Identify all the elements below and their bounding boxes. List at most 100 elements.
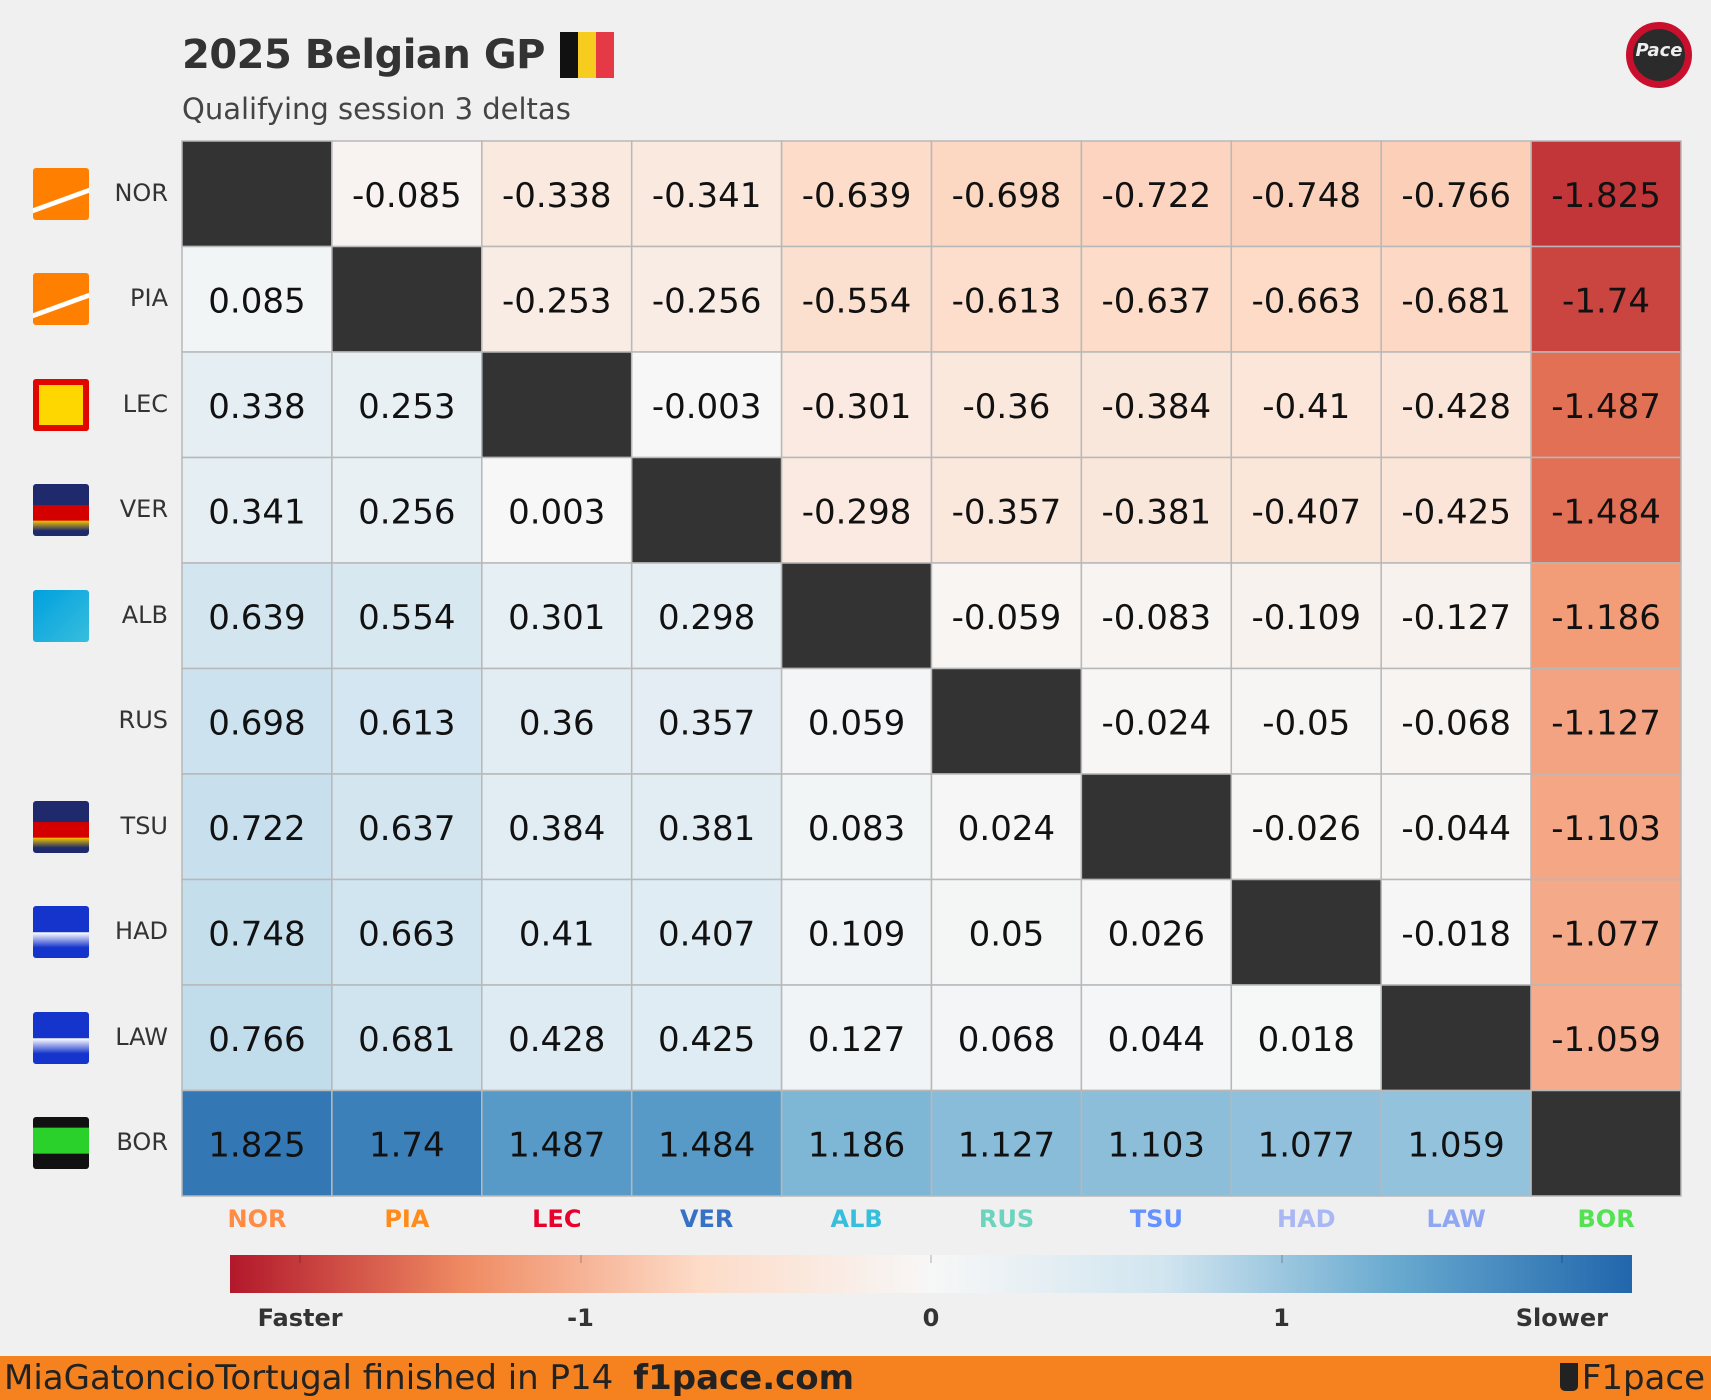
diagonal-cell — [1230, 878, 1382, 986]
row-label: RUS — [118, 706, 168, 735]
cell-value-label: 0.253 — [358, 387, 455, 427]
heatmap-cell — [1530, 456, 1682, 564]
diagonal-cell — [930, 667, 1083, 775]
cell-value-label: 0.698 — [208, 703, 305, 743]
diagonal-cell — [1380, 984, 1532, 1092]
cell-value-label: -1.186 — [1551, 598, 1661, 638]
heatmap-cell — [1080, 562, 1233, 670]
cell-value-label: -0.384 — [1102, 387, 1212, 427]
cell-value-label: 0.024 — [958, 809, 1055, 849]
heatmap-cell — [1230, 456, 1382, 564]
cell-value-label: 0.748 — [208, 914, 305, 954]
cell-value-label: 1.74 — [369, 1125, 445, 1165]
row-label: PIA — [130, 284, 168, 313]
column-label: RUS — [978, 1205, 1035, 1233]
cell-value-label: 0.127 — [808, 1020, 905, 1060]
heatmap-cell — [930, 984, 1083, 1092]
cell-value-label: -0.298 — [802, 492, 912, 532]
column-label: ALB — [830, 1205, 883, 1233]
cell-value-label: 0.05 — [969, 914, 1045, 954]
racing-bulls-icon — [33, 1011, 89, 1064]
cell-value-label: 1.825 — [208, 1125, 305, 1165]
cell-value-label: -0.663 — [1251, 281, 1361, 321]
cell-value-label: -0.024 — [1102, 703, 1212, 743]
heatmap-cell — [1230, 667, 1382, 775]
column-label: PIA — [384, 1205, 430, 1233]
heatmap-cell — [481, 562, 633, 670]
heatmap-cell — [331, 667, 483, 775]
cell-value-label: -1.103 — [1551, 809, 1661, 849]
heatmap-cell — [331, 140, 483, 248]
cell-value-label: -0.637 — [1102, 281, 1212, 321]
cell-value-label: -0.05 — [1262, 703, 1350, 743]
cell-value-label: 0.026 — [1108, 914, 1205, 954]
row-label: VER — [119, 495, 168, 524]
chart-subtitle: Qualifying session 3 deltas — [182, 92, 571, 126]
footer-bar: MiaGatoncioTortugal finished in P14 f1pac… — [0, 1356, 1711, 1400]
cell-value-label: 0.384 — [508, 809, 605, 849]
heatmap-cell — [1080, 1089, 1233, 1197]
heatmap-cell — [630, 351, 783, 459]
heatmap-cell — [1380, 562, 1532, 670]
column-label: BOR — [1577, 1205, 1635, 1233]
cell-value-label: 1.484 — [658, 1125, 755, 1165]
cell-value-label: -0.059 — [952, 598, 1062, 638]
heatmap-cell — [1530, 878, 1682, 986]
heatmap-cell — [481, 878, 633, 986]
footer-site: f1pace.com — [633, 1358, 855, 1398]
footer-brand-text: F1pace — [1581, 1358, 1705, 1398]
heatmap-cell — [181, 351, 333, 459]
sauber-icon — [33, 1117, 89, 1170]
heatmap-cell — [1230, 245, 1382, 353]
heatmap-cell — [1230, 562, 1382, 670]
colorbar — [230, 1255, 1632, 1293]
flag-stripe-yellow — [578, 32, 597, 78]
cell-value-label: 0.059 — [808, 703, 905, 743]
cell-value-label: 0.407 — [658, 914, 755, 954]
cell-value-label: 0.109 — [808, 914, 905, 954]
cell-value-label: 0.36 — [519, 703, 595, 743]
heatmap-cell — [1230, 984, 1382, 1092]
heatmap-cell — [481, 456, 633, 564]
cell-value-label: -1.74 — [1562, 281, 1650, 321]
heatmap-cell — [1080, 667, 1233, 775]
mercedes-icon — [33, 695, 89, 747]
cell-value-label: 0.256 — [358, 492, 455, 532]
cell-value-label: -0.613 — [952, 281, 1062, 321]
column-label: LAW — [1426, 1205, 1486, 1233]
cell-value-label: -0.083 — [1102, 598, 1212, 638]
f1pace-logo: Pace — [1626, 22, 1692, 88]
cell-value-label: -0.044 — [1401, 809, 1511, 849]
cell-value-label: -0.381 — [1102, 492, 1212, 532]
heatmap-cell — [331, 984, 483, 1092]
cell-value-label: 1.103 — [1108, 1125, 1205, 1165]
colorbar-tick-label: 0 — [922, 1304, 940, 1332]
heatmap-cell — [331, 773, 483, 881]
cell-value-label: 0.428 — [508, 1020, 605, 1060]
cell-value-label: 0.085 — [208, 281, 305, 321]
heatmap-cell — [1080, 984, 1233, 1092]
row-label: BOR — [116, 1128, 168, 1157]
column-label: NOR — [227, 1205, 287, 1233]
cell-value-label: 0.003 — [508, 492, 605, 532]
heatmap-cell — [1530, 773, 1682, 881]
heatmap-cell — [481, 140, 633, 248]
logo-text: Pace — [1635, 40, 1683, 61]
cell-value-label: 1.077 — [1258, 1125, 1355, 1165]
cell-value-label: 0.044 — [1108, 1020, 1205, 1060]
colorbar-tick-mark — [930, 1255, 932, 1263]
heatmap-cell — [181, 245, 333, 353]
cell-value-label: 0.298 — [658, 598, 755, 638]
cell-value-label: -0.003 — [652, 387, 762, 427]
heatmap-cell — [1380, 773, 1532, 881]
flag-stripe-red — [596, 32, 615, 78]
cell-value-label: 0.357 — [658, 703, 755, 743]
cell-value-label: 0.301 — [508, 598, 605, 638]
cell-value-label: 1.059 — [1407, 1125, 1504, 1165]
heatmap-cell — [331, 562, 483, 670]
heatmap-cell — [1530, 245, 1682, 353]
cell-value-label: -0.748 — [1251, 176, 1361, 216]
cell-value-label: -0.681 — [1401, 281, 1511, 321]
chart-title: 2025 Belgian GP — [182, 32, 545, 78]
diagonal-cell — [630, 456, 783, 564]
